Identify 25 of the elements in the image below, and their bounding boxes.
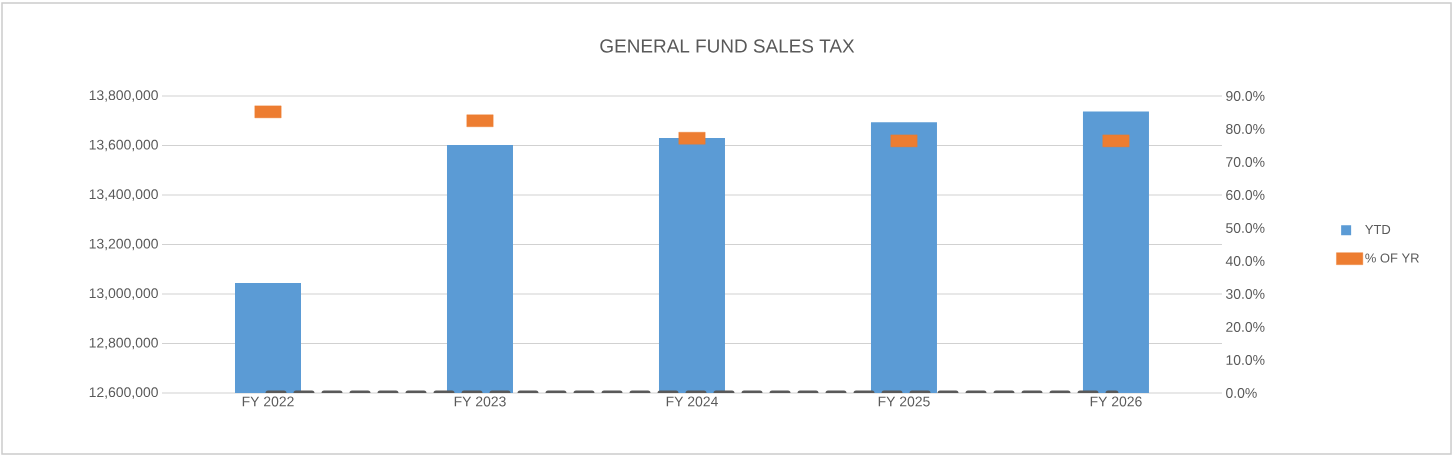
y2-tick-label: 90.0%: [1226, 91, 1265, 101]
y-tick-label: 13,800,000: [89, 90, 158, 102]
y2-tick-label: 50.0%: [1226, 223, 1265, 233]
y2-tick-label: 10.0%: [1226, 355, 1265, 365]
chart-title: GENERAL FUND SALES TAX: [600, 39, 855, 53]
y2-tick-label: 30.0%: [1226, 289, 1265, 299]
y2-tick-label: 0.0%: [1226, 388, 1257, 398]
y-tick-label: 13,200,000: [89, 238, 158, 251]
x-tick-label: FY 2024: [666, 396, 718, 407]
y-tick-label: 12,600,000: [89, 387, 158, 399]
y-tick-label: 12,800,000: [89, 337, 158, 350]
y-tick-label: 13,400,000: [89, 189, 158, 201]
legend-label: % OF YR: [1365, 253, 1419, 263]
x-tick-label: FY 2022: [242, 396, 294, 407]
y2-tick-label: 40.0%: [1225, 256, 1265, 266]
y2-tick-label: 60.0%: [1226, 190, 1265, 200]
legend-label: YTD: [1365, 225, 1391, 234]
x-tick-label: FY 2026: [1090, 396, 1142, 407]
y2-tick-label: 80.0%: [1226, 124, 1265, 134]
y-tick-label: 13,600,000: [89, 139, 158, 152]
x-tick-label: FY 2023: [454, 396, 506, 407]
y-tick-label: 13,000,000: [89, 288, 158, 300]
y2-tick-label: 20.0%: [1226, 322, 1265, 332]
y2-tick-label: 70.0%: [1226, 157, 1265, 167]
x-tick-label: FY 2025: [878, 396, 930, 407]
